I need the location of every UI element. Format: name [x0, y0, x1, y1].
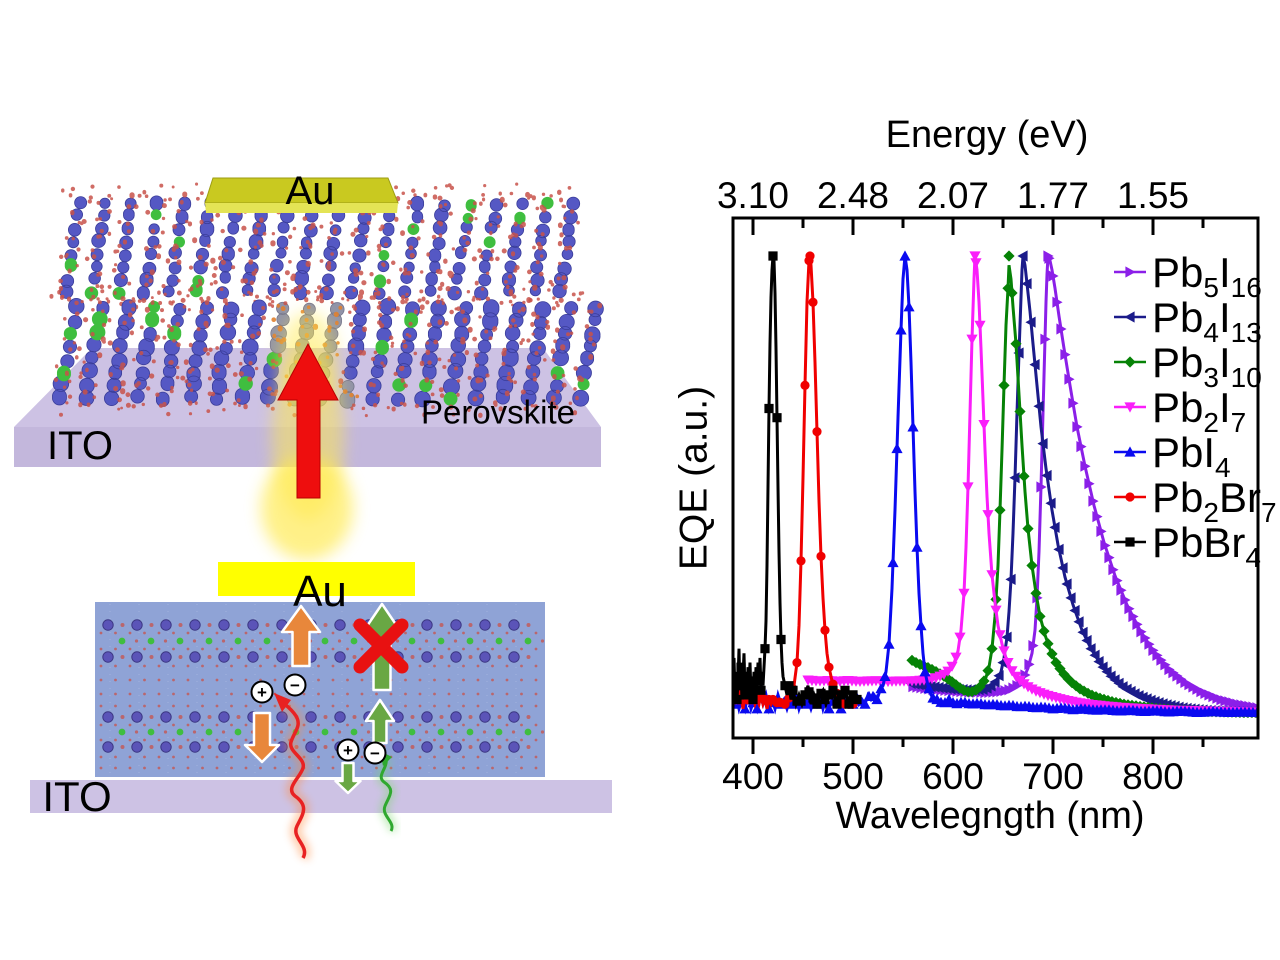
- legend-marker-triangle-left: [1124, 311, 1135, 323]
- legend-entry-Pb4I13: Pb4I13: [1114, 294, 1262, 348]
- au-electrode-front-face: [205, 203, 398, 213]
- x-axis-tick-label: 600: [922, 756, 984, 797]
- legend-label: Pb2I7: [1152, 384, 1246, 438]
- series-markers-PbBr4: [733, 251, 862, 709]
- x-axis-tick-label: 700: [1022, 756, 1084, 797]
- legend-label: Pb4I13: [1152, 294, 1262, 348]
- legend-label: Pb5I16: [1152, 249, 1262, 303]
- perovskite-label: Perovskite: [420, 393, 576, 431]
- perovskite-lattice-atoms: [52, 298, 604, 408]
- device-schematic-3d: Au Perovskite ITO: [0, 150, 640, 595]
- organic-spacer-dots: [49, 285, 603, 418]
- eqe-spectra-plot: 400 500 600 700 800 3.10 2.48 2.07 1.77 1.55 Pb5I1…: [717, 175, 1277, 797]
- x-axis-tick-label: 500: [822, 756, 884, 797]
- x-axis-tick-label: 400: [722, 756, 784, 797]
- legend-entry-Pb2Br7: Pb2Br7: [1114, 474, 1277, 528]
- device-schematic-cross-section-drawing: + −+ −: [30, 562, 612, 862]
- svg-text:−: −: [290, 676, 300, 695]
- hole-charge-symbol: +: [250, 680, 274, 704]
- incident-light-arrow: [277, 342, 339, 499]
- excitation-glow-lower: [261, 456, 353, 560]
- hole-charge-symbol: +: [336, 738, 360, 762]
- legend-marker-circle: [1125, 492, 1135, 502]
- electron-charge-symbol: −: [363, 741, 387, 765]
- organic-spacer-dots: [57, 182, 580, 312]
- energy-axis-tick-label: 2.48: [817, 175, 889, 216]
- au-electrode-bar: [218, 562, 415, 596]
- y-axis-title: EQE (a.u.): [672, 385, 716, 571]
- energy-axis-tick-label: 1.77: [1017, 175, 1089, 216]
- legend-entry-PbI4: PbI4: [1114, 429, 1231, 483]
- eqe-spectra-chart: 400 500 600 700 800 3.10 2.48 2.07 1.77 1.55 Pb5I1…: [640, 90, 1280, 880]
- legend-entry-Pb5I16: Pb5I16: [1114, 249, 1262, 303]
- legend-label: PbI4: [1152, 429, 1231, 483]
- legend-marker-triangle-down: [1124, 402, 1136, 413]
- energy-axis-tick-label: 3.10: [717, 175, 789, 216]
- svg-text:−: −: [370, 744, 380, 763]
- x-axis-title: Wavelegngth (nm): [835, 795, 1145, 837]
- plot-frame: [731, 216, 1260, 740]
- legend-entry-Pb2I7: Pb2I7: [1114, 384, 1246, 438]
- legend-label: Pb2Br7: [1152, 474, 1277, 528]
- ito-electrode-bar: [30, 780, 612, 813]
- legend-label: Pb3I10: [1152, 339, 1262, 393]
- x-axis-tick-label: 800: [1122, 756, 1184, 797]
- au-electrode-label-bottom: Au: [293, 567, 347, 616]
- legend-marker-triangle-up: [1124, 446, 1136, 457]
- svg-text:+: +: [257, 683, 267, 702]
- legend-marker-diamond: [1124, 356, 1136, 368]
- electron-to-ito-down-arrow: [334, 761, 362, 795]
- red-photon-wave: [279, 699, 307, 859]
- legend-marker-triangle-right: [1125, 266, 1136, 278]
- device-schematic-3d-drawing: [14, 177, 604, 560]
- electron-charge-symbol: −: [283, 673, 307, 697]
- red-photon-arrowhead: [274, 693, 291, 712]
- legend-entry-Pb3I10: Pb3I10: [1114, 339, 1262, 393]
- ito-label-bottom: ITO: [42, 773, 112, 820]
- energy-axis-tick-label: 2.07: [917, 175, 989, 216]
- legend-entry-PbBr4: PbBr4: [1114, 519, 1261, 573]
- series-line-PbBr4: [733, 255, 859, 710]
- series-group: [733, 250, 1258, 719]
- device-schematic-cross-section: + − + − Au ITO: [0, 540, 640, 880]
- svg-text:+: +: [343, 741, 353, 760]
- legend-label: PbBr4: [1152, 519, 1261, 573]
- blocked-cross-stroke-2: [353, 618, 409, 674]
- green-photon-wave: [379, 758, 394, 832]
- hole-transfer-down-arrow: [243, 711, 281, 764]
- ito-label-top: ITO: [47, 424, 113, 468]
- series-markers-Pb4I13: [905, 250, 1258, 718]
- series-line-Pb2Br7: [733, 255, 853, 710]
- hole-transfer-up-arrow: [280, 604, 322, 668]
- au-electrode-label-top: Au: [285, 169, 335, 213]
- series-markers-Pb2Br7: [733, 251, 858, 709]
- legend-marker-square: [1125, 537, 1135, 547]
- top-axis-title: Energy (eV): [885, 114, 1089, 156]
- energy-axis-tick-label: 1.55: [1117, 175, 1189, 216]
